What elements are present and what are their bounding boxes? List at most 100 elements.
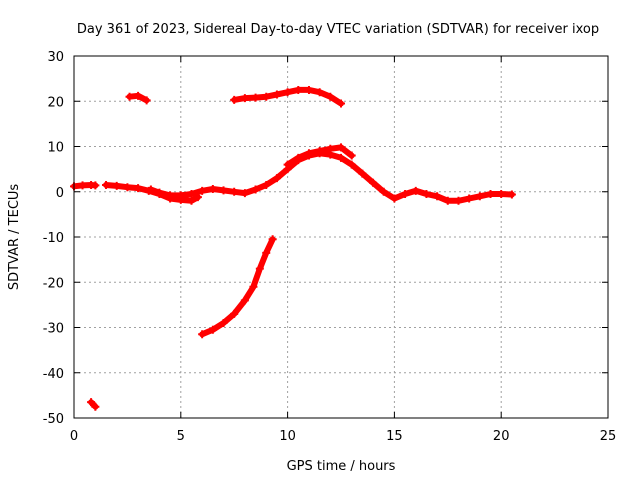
data-point: [134, 91, 143, 100]
series-segment-5: [125, 91, 151, 105]
data-point: [78, 181, 87, 190]
data-point: [326, 144, 335, 153]
data-point: [347, 160, 356, 169]
ticks: 0 5 10 15 20 25 -50 -40 -30 -20 -10 0 10 20 30: [43, 50, 617, 444]
data-point: [123, 183, 132, 192]
data-point: [230, 187, 239, 196]
data-point: [251, 93, 260, 102]
data-point: [283, 88, 292, 97]
data-point: [294, 85, 303, 94]
y-tick-label: -10: [43, 231, 64, 246]
data-point: [142, 96, 151, 105]
chart-title: Day 361 of 2023, Sidereal Day-to-day VTE…: [77, 22, 599, 37]
data-point: [251, 185, 260, 194]
data-point: [198, 330, 207, 339]
data-point: [166, 191, 175, 200]
data-point: [102, 180, 111, 189]
data-point: [283, 160, 292, 169]
series-segment-3: [146, 149, 516, 205]
data-point: [230, 309, 239, 318]
data-point: [443, 196, 452, 205]
data-point: [125, 92, 134, 101]
x-tick-label: 5: [177, 429, 185, 444]
data-point: [219, 318, 228, 327]
data-point: [337, 143, 345, 152]
data-point: [433, 192, 442, 201]
data-point: [337, 153, 345, 162]
data-point: [337, 99, 345, 108]
data-point: [369, 178, 378, 187]
grid: [74, 56, 608, 418]
data-point: [497, 190, 506, 199]
data-point: [465, 194, 474, 203]
x-tick-label: 25: [600, 429, 617, 444]
x-axis-label: GPS time / hours: [287, 459, 396, 474]
data-point: [240, 189, 249, 198]
data-point: [240, 296, 249, 305]
y-tick-label: 0: [56, 186, 64, 201]
series-segment-4: [283, 143, 356, 169]
y-tick-label: 10: [47, 141, 64, 156]
series-layer: [70, 85, 516, 411]
data-point: [304, 149, 313, 158]
x-tick-label: 10: [279, 429, 296, 444]
data-point: [176, 191, 185, 200]
data-point: [91, 402, 100, 411]
series-line: [147, 150, 515, 204]
data-point: [155, 188, 164, 197]
data-point: [304, 85, 313, 94]
data-point: [208, 185, 217, 194]
data-point: [347, 151, 356, 160]
data-point: [486, 190, 495, 199]
y-tick-label: 30: [47, 50, 64, 65]
y-tick-label: 20: [47, 95, 64, 110]
x-tick-label: 20: [493, 429, 510, 444]
x-tick-label: 15: [386, 429, 403, 444]
series-segment-7: [198, 235, 277, 339]
data-point: [91, 181, 100, 190]
data-point: [272, 174, 281, 183]
data-point: [422, 190, 431, 199]
series-segment-8: [87, 398, 100, 411]
data-point: [401, 190, 410, 199]
data-point: [315, 147, 324, 156]
data-point: [358, 169, 367, 178]
data-point: [507, 190, 516, 199]
y-tick-label: -40: [43, 367, 64, 382]
data-point: [262, 180, 271, 189]
y-tick-label: -50: [43, 412, 64, 427]
data-point: [379, 187, 388, 196]
data-point: [230, 95, 239, 104]
data-point: [294, 153, 303, 162]
data-point: [134, 184, 143, 193]
data-point: [187, 190, 196, 199]
series-segment-6: [230, 85, 345, 108]
data-point: [411, 186, 420, 195]
data-point: [475, 192, 484, 201]
y-axis-label: SDTVAR / TECUs: [7, 184, 22, 291]
data-point: [87, 398, 96, 407]
data-point: [255, 264, 264, 273]
data-point: [146, 185, 155, 194]
data-point: [208, 325, 217, 334]
y-tick-label: -20: [43, 276, 64, 291]
y-tick-label: -30: [43, 322, 64, 337]
data-point: [249, 282, 258, 291]
data-point: [268, 235, 277, 244]
data-point: [272, 90, 281, 99]
data-point: [315, 88, 324, 97]
data-point: [187, 196, 196, 205]
series-line: [199, 236, 276, 338]
data-point: [326, 92, 335, 101]
data-point: [198, 186, 207, 195]
data-point: [390, 194, 399, 203]
data-point: [219, 186, 228, 195]
data-point: [112, 181, 121, 190]
data-point: [240, 94, 249, 103]
data-point: [262, 92, 271, 101]
data-point: [262, 248, 271, 257]
data-point: [454, 196, 463, 205]
x-tick-label: 0: [70, 429, 78, 444]
